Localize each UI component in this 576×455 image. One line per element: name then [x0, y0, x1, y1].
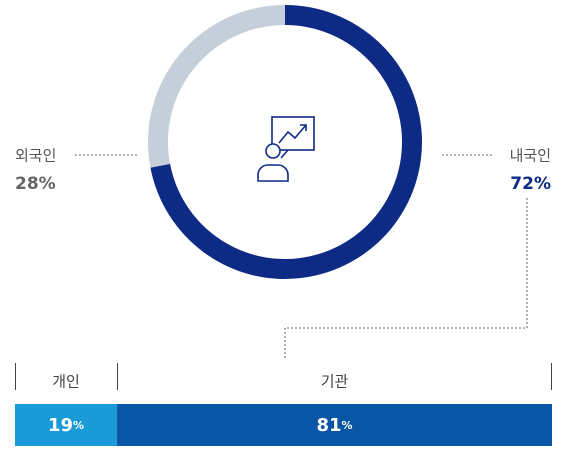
presentation-icon	[257, 116, 315, 182]
value-label: 28%	[15, 174, 56, 194]
value-label: 19%	[48, 415, 84, 436]
header-separators	[15, 363, 552, 390]
category-label: 외국인	[15, 147, 56, 165]
bar-segment	[117, 404, 552, 446]
donut-segment	[148, 5, 285, 168]
category-label: 내국인	[510, 147, 551, 165]
category-label: 개인	[52, 373, 80, 391]
value-label: 81%	[316, 415, 352, 436]
value-label: 72%	[510, 174, 551, 194]
leader-line	[284, 198, 528, 360]
donut	[148, 5, 423, 280]
category-label: 기관	[321, 373, 349, 391]
bar-segment	[15, 404, 118, 446]
